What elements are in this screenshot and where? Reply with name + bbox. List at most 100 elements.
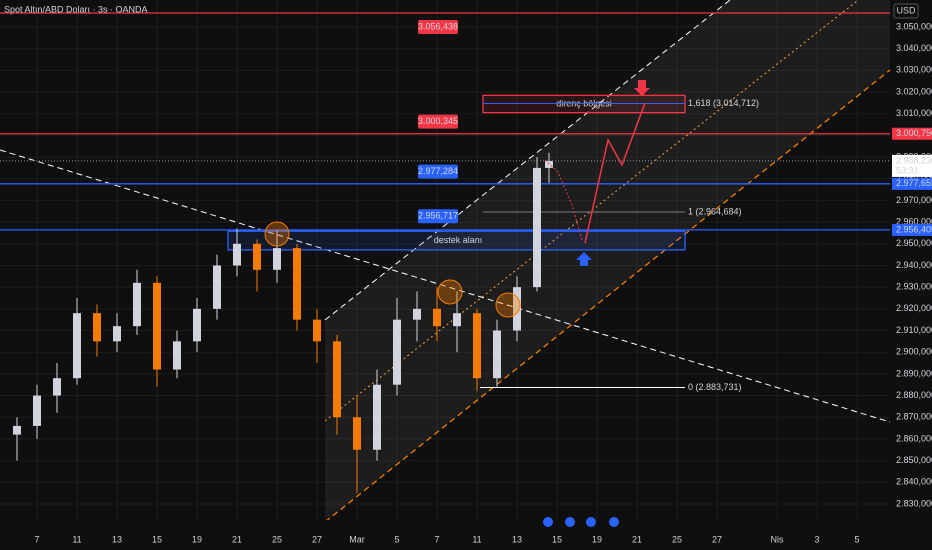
channel-bottom — [324, 69, 891, 523]
x-tick-label: 27 — [312, 534, 322, 544]
candle-body — [33, 395, 41, 426]
event-icon — [609, 517, 619, 527]
x-tick-label: 19 — [592, 534, 602, 544]
axes: 2.830,000 2.840,000 2.850,000 2.860,000 2.87… — [34, 21, 932, 544]
candle-body — [53, 378, 61, 396]
y-tick-label: 2.970,000 — [896, 195, 932, 205]
y-tick-label: 2.930,000 — [896, 282, 932, 292]
candle-body — [193, 308, 201, 342]
x-tick-label: 19 — [192, 534, 202, 544]
x-tick-label: 3 — [814, 534, 819, 544]
currency-box — [893, 3, 919, 19]
y-tick-label: 2.830,000 — [896, 498, 932, 508]
projection-path — [584, 102, 646, 244]
candle-body — [93, 313, 101, 342]
last-price-label: 2.988,230 — [896, 155, 932, 165]
time-axis — [0, 520, 890, 550]
candle-body — [513, 287, 521, 331]
last-price-box — [892, 154, 932, 177]
x-tick-label: 15 — [552, 534, 562, 544]
candle-body — [233, 243, 241, 266]
currency: USD — [896, 5, 916, 15]
candle-body — [273, 248, 281, 270]
y-tick-label: 3.030,000 — [896, 65, 932, 75]
x-tick-label: 7 — [34, 534, 39, 544]
countdown: 53:31 — [896, 165, 919, 175]
candle-body — [373, 384, 381, 450]
y-tick-label: 2.920,000 — [896, 303, 932, 313]
fib-label: 1,618 (3.014,712) — [688, 98, 759, 108]
level-axis-label: 2.977,655 — [896, 178, 932, 188]
x-tick-label: 5 — [854, 534, 859, 544]
candle-body — [393, 319, 401, 385]
highlight-circle — [495, 292, 521, 318]
level-axis-box — [892, 127, 932, 140]
y-tick-label: 3.040,000 — [896, 43, 932, 53]
candle-body — [545, 160, 553, 168]
candle-body — [313, 319, 321, 342]
arrow-up — [576, 252, 592, 266]
x-tick-label: 27 — [712, 534, 722, 544]
arrow-down — [634, 80, 650, 96]
x-tick-label: 11 — [472, 534, 481, 544]
candle-body — [113, 326, 121, 342]
y-tick-label: 2.860,000 — [896, 433, 932, 443]
highlight-circle — [437, 279, 463, 305]
x-tick-label: Nis — [771, 534, 784, 544]
zone — [227, 230, 686, 251]
candle-body — [533, 167, 541, 288]
candle-body — [133, 282, 141, 327]
level-tag — [418, 20, 458, 35]
event-icon — [543, 517, 553, 527]
y-tick-label: 2.910,000 — [896, 325, 932, 335]
x-tick-label: 21 — [632, 534, 642, 544]
candle-body — [473, 313, 481, 379]
level-tag-label: 2.956,717 — [418, 211, 458, 221]
y-tick-label: 2.950,000 — [896, 238, 932, 248]
y-tick-label: 3.010,000 — [896, 108, 932, 118]
y-tick-label: 2.940,000 — [896, 260, 932, 270]
candle-body — [253, 243, 261, 270]
channel-top — [324, 0, 731, 321]
y-tick-label: 2.870,000 — [896, 412, 932, 422]
y-tick-label: 3.020,000 — [896, 86, 932, 96]
candle-body — [353, 417, 361, 450]
candle-body — [453, 313, 461, 327]
event-icon — [586, 517, 596, 527]
level-axis-label: 3.000,750 — [896, 128, 932, 138]
level-tag-label: 3.056,438 — [418, 21, 458, 31]
x-tick-label: 25 — [672, 534, 682, 544]
level-tag — [418, 114, 458, 129]
trend-line — [0, 149, 891, 423]
zone-label: destek alanı — [434, 235, 483, 245]
chart-title: Spot Altın/ABD Doları · 3s · OANDA — [4, 4, 148, 14]
level-tag — [418, 164, 458, 179]
x-tick-label: 13 — [112, 534, 122, 544]
x-tick-label: 21 — [232, 534, 242, 544]
level-tag — [418, 209, 458, 224]
price-axis — [890, 0, 932, 550]
candle-body — [413, 308, 421, 320]
x-tick-label: 13 — [512, 534, 522, 544]
y-tick-label: 2.960,000 — [896, 216, 932, 226]
channel-fill — [325, 0, 890, 522]
x-tick-label: 15 — [152, 534, 162, 544]
candle-body — [493, 330, 501, 379]
level-tag-label: 3.000,345 — [418, 116, 458, 126]
fib-label: 0 (2.883,731) — [688, 382, 742, 392]
event-icon — [565, 517, 575, 527]
y-tick-label: 2.900,000 — [896, 347, 932, 357]
x-tick-label: 25 — [272, 534, 282, 544]
y-tick-label: 3.050,000 — [896, 21, 932, 31]
fib-label: 1 (2.964,684) — [688, 206, 742, 216]
projection-dotted — [544, 159, 583, 241]
candle-body — [293, 248, 301, 320]
y-tick-label: 2.880,000 — [896, 390, 932, 400]
highlight-circle — [264, 221, 290, 247]
level-axis-box — [892, 223, 932, 236]
level-tag-label: 2.977,284 — [418, 166, 458, 176]
x-tick-label: Mar — [349, 534, 365, 544]
